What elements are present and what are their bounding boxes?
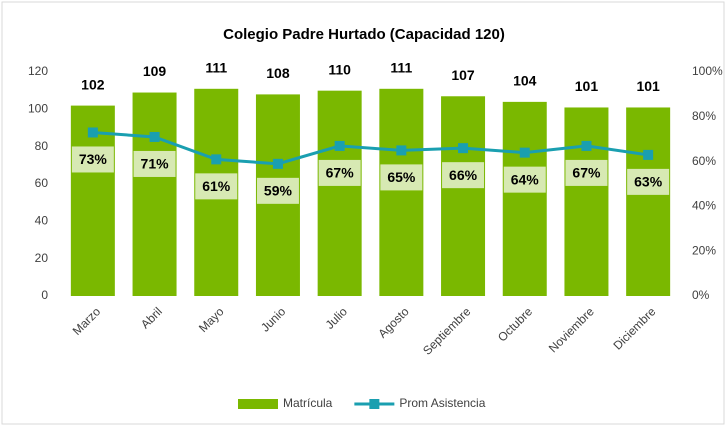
value-label-box	[380, 164, 423, 191]
y-tick-label: 120	[28, 64, 48, 78]
chart-title: Colegio Padre Hurtado (Capacidad 120)	[223, 26, 505, 43]
bar-value-label: 111	[205, 60, 227, 76]
bar	[379, 88, 424, 296]
line	[92, 130, 649, 166]
y2-tick-label: 0%	[692, 288, 710, 302]
line-value-label: 61%	[202, 178, 231, 194]
line-value-label: 63%	[634, 174, 663, 190]
value-label-box	[627, 168, 670, 195]
legend-swatch	[238, 399, 278, 409]
value-label-box	[503, 166, 546, 193]
y2-tick-label: 100%	[692, 64, 723, 78]
y-tick-label: 60	[35, 176, 49, 190]
y-tick-label: 20	[35, 251, 49, 265]
bar	[132, 92, 177, 297]
bar-value-label: 109	[143, 63, 167, 79]
legend-label: Matrícula	[283, 396, 333, 410]
line-marker	[643, 149, 654, 160]
bar-value-label: 101	[636, 78, 660, 94]
line-marker	[396, 145, 407, 156]
line-marker	[149, 131, 160, 142]
line-marker	[272, 158, 283, 169]
legend-swatch-marker	[369, 399, 380, 409]
line-marker	[581, 140, 592, 151]
value-label-box	[195, 173, 238, 200]
bar	[441, 96, 486, 297]
value-label-box	[565, 159, 608, 186]
bar-value-label: 111	[390, 60, 412, 76]
bar	[502, 101, 547, 296]
bar-value-label: 101	[575, 78, 599, 94]
line-marker	[458, 143, 469, 154]
bar-value-label: 107	[451, 67, 475, 83]
line-value-label: 64%	[511, 171, 540, 187]
y2-tick-label: 60%	[692, 154, 716, 168]
line-value-label: 67%	[572, 165, 601, 181]
value-label-box	[318, 159, 361, 186]
bar-value-label: 108	[266, 65, 290, 81]
y-tick-label: 80	[35, 139, 49, 153]
line-value-label: 67%	[326, 165, 355, 181]
line-marker	[519, 147, 530, 158]
bar-value-label: 104	[513, 73, 537, 89]
y-tick-label: 0	[41, 288, 48, 302]
legend-label: Prom Asistencia	[399, 396, 485, 410]
line-marker	[87, 127, 98, 138]
line-value-label: 66%	[449, 167, 478, 183]
bar-value-label: 102	[81, 76, 105, 92]
y2-tick-label: 40%	[692, 199, 716, 213]
y-tick-label: 40	[35, 214, 49, 228]
line-value-label: 65%	[387, 169, 416, 185]
value-label-box	[133, 150, 176, 177]
y2-tick-label: 80%	[692, 109, 716, 123]
line-value-label: 59%	[264, 183, 293, 199]
value-label-box	[442, 162, 485, 189]
y-tick-label: 100	[28, 102, 48, 116]
line-marker	[211, 154, 222, 165]
line-marker	[334, 140, 345, 151]
y2-tick-label: 20%	[692, 243, 716, 257]
value-label-box	[71, 146, 114, 173]
bar	[564, 107, 609, 296]
line-value-label: 73%	[79, 151, 108, 167]
bar-value-label: 110	[328, 61, 351, 77]
bar	[317, 90, 362, 297]
line-value-label: 71%	[141, 156, 170, 172]
bar	[626, 107, 671, 296]
value-label-box	[256, 177, 299, 204]
